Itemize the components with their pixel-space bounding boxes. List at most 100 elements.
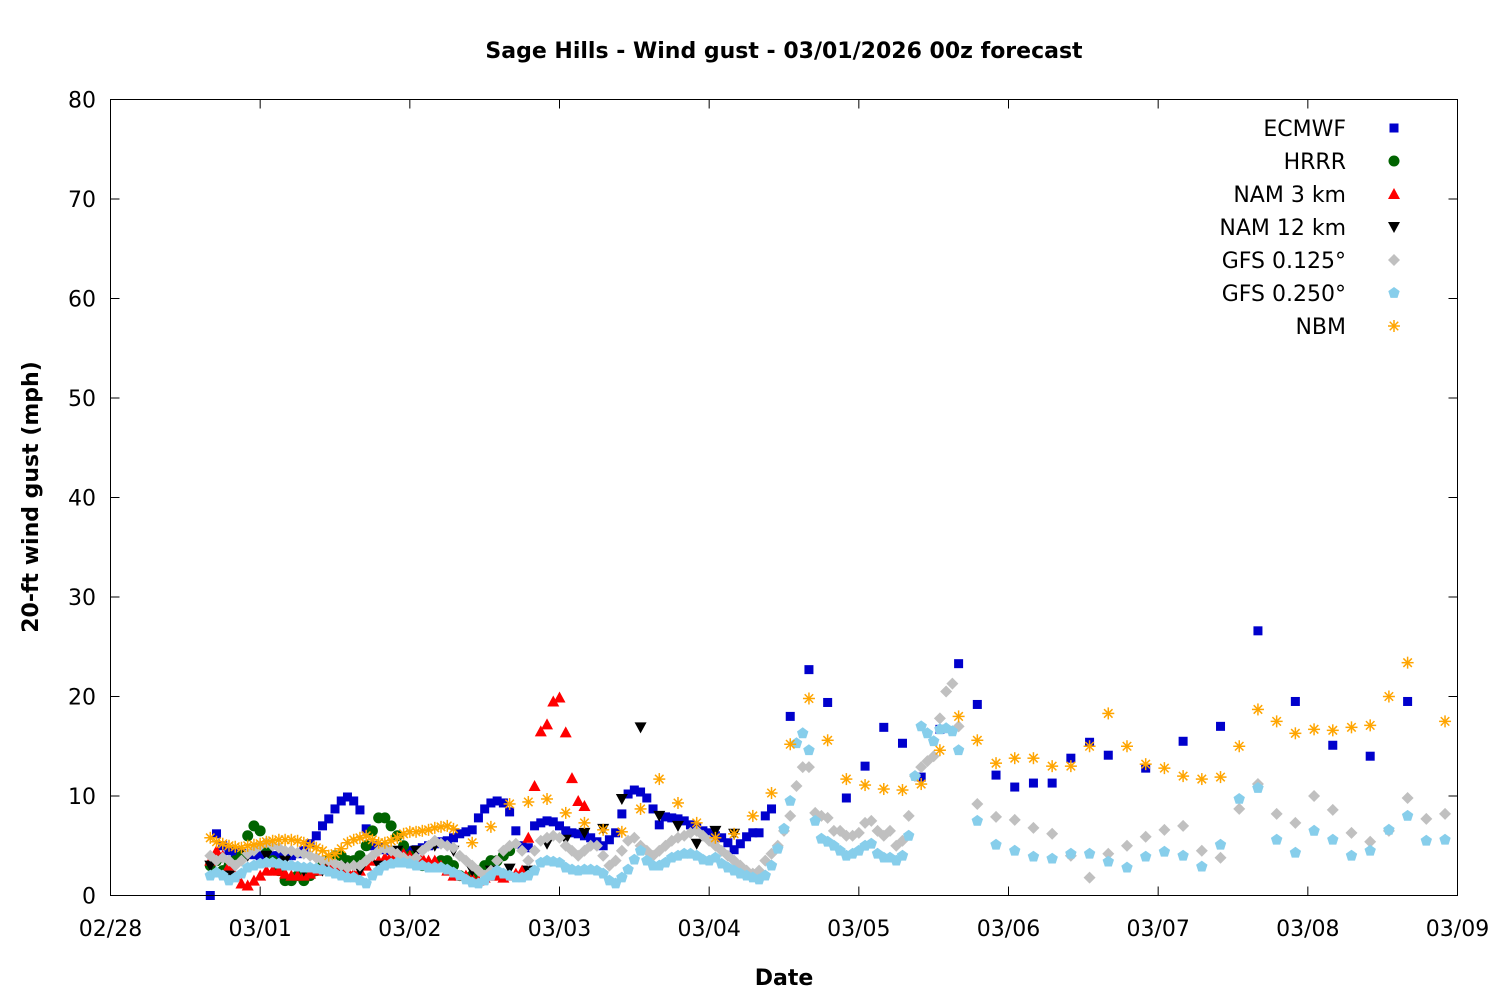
data-point-nam-3-km <box>553 691 566 703</box>
asterisk-stroke <box>1103 708 1114 719</box>
data-point-nbm <box>422 823 435 836</box>
data-point-nbm <box>877 783 890 796</box>
asterisk-stroke <box>299 837 309 848</box>
data-point-ecmwf <box>704 828 714 838</box>
data-point-gfs-0-250 <box>1121 861 1133 873</box>
data-point-gfs-0-125 <box>528 844 541 857</box>
data-point-gfs-0-125 <box>447 841 460 854</box>
data-point-hrrr <box>385 820 397 832</box>
asterisk-stroke <box>991 758 1001 768</box>
data-point-nbm <box>1008 752 1021 765</box>
data-point-nam-12-km <box>671 820 684 832</box>
y-tick-label: 70 <box>68 188 96 213</box>
asterisk-stroke <box>504 799 515 809</box>
data-point-ecmwf <box>1365 751 1375 761</box>
data-point-gfs-0-125 <box>940 685 953 698</box>
data-point-ecmwf <box>648 804 658 814</box>
y-tick-label: 30 <box>68 586 96 611</box>
data-point-ecmwf <box>212 829 222 839</box>
data-point-ecmwf <box>673 814 683 824</box>
data-point-gfs-0-250 <box>809 814 821 826</box>
legend-marker-nam-12-km <box>1388 222 1400 233</box>
data-point-gfs-0-250 <box>628 853 640 865</box>
data-point-nbm <box>1326 724 1339 737</box>
data-point-nbm <box>896 784 909 797</box>
x-tick-label: 03/09 <box>1426 917 1489 942</box>
asterisk-stroke <box>1402 657 1413 668</box>
data-point-ecmwf <box>311 831 321 841</box>
data-point-gfs-0-125 <box>235 854 248 867</box>
asterisk-stroke <box>841 774 852 784</box>
data-point-ecmwf <box>355 805 365 815</box>
data-point-ecmwf <box>567 828 577 838</box>
data-point-gfs-0-125 <box>852 826 865 839</box>
asterisk-stroke <box>411 827 421 837</box>
data-point-gfs-0-125 <box>1345 826 1358 839</box>
data-point-ecmwf <box>1010 782 1020 792</box>
data-point-nbm <box>1401 656 1414 669</box>
legend-marker-gfs-0-250 <box>1388 287 1400 298</box>
data-point-gfs-0-125 <box>840 829 853 842</box>
legend-label-nam-12-km: NAM 12 km <box>1219 216 1346 241</box>
data-point-ecmwf <box>1253 626 1263 636</box>
x-tick-label: 03/03 <box>528 917 591 942</box>
y-axis: 0 10 20 30 40 50 60 70 80 <box>68 89 1458 910</box>
asterisk-stroke <box>217 838 228 849</box>
data-point-ecmwf <box>530 821 540 831</box>
data-point-ecmwf <box>1103 750 1113 760</box>
data-point-ecmwf <box>536 818 546 828</box>
y-tick-label: 20 <box>68 686 96 711</box>
data-point-ecmwf <box>661 812 671 822</box>
asterisk-stroke <box>1178 771 1188 781</box>
data-point-gfs-0-125 <box>821 811 834 824</box>
x-tick-label: 02/28 <box>79 917 142 942</box>
asterisk-stroke <box>292 836 303 846</box>
data-point-nbm <box>360 829 373 842</box>
data-point-ecmwf <box>604 835 614 845</box>
asterisk-stroke <box>205 833 216 843</box>
data-point-gfs-0-125 <box>516 844 529 857</box>
data-point-nam-3-km <box>534 725 547 737</box>
y-tick-label: 10 <box>68 785 96 810</box>
data-point-gfs-0-250 <box>928 735 940 747</box>
asterisk-stroke <box>822 735 833 746</box>
data-point-ecmwf <box>586 833 596 843</box>
asterisk-stroke <box>1122 741 1132 752</box>
data-point-ecmwf <box>860 761 870 771</box>
data-point-nbm <box>784 738 797 751</box>
legend-label-hrrr: HRRR <box>1284 150 1346 175</box>
data-point-gfs-0-125 <box>915 761 928 774</box>
data-point-ecmwf <box>841 793 851 803</box>
data-point-gfs-0-250 <box>921 727 934 739</box>
asterisk-stroke <box>1440 716 1450 727</box>
data-point-gfs-0-125 <box>609 854 622 867</box>
data-point-nbm <box>802 692 815 705</box>
asterisk-stroke <box>766 788 777 798</box>
asterisk-stroke <box>1047 761 1057 771</box>
x-tick-label: 03/05 <box>827 917 890 942</box>
data-point-gfs-0-125 <box>1308 790 1321 802</box>
data-point-nbm <box>990 757 1003 770</box>
data-point-nbm <box>765 787 778 800</box>
y-tick-label: 50 <box>68 387 96 412</box>
data-point-ecmwf <box>342 792 352 802</box>
asterisk-stroke <box>1309 724 1319 735</box>
data-point-nbm <box>1064 760 1077 773</box>
data-point-gfs-0-250 <box>1308 824 1320 836</box>
legend-label-nam-3-km: NAM 3 km <box>1233 183 1346 208</box>
data-point-nbm <box>1439 715 1452 728</box>
data-point-gfs-0-250 <box>1420 834 1432 846</box>
data-point-nbm <box>391 831 404 844</box>
x-tick-label: 03/08 <box>1276 917 1339 942</box>
data-point-gfs-0-250 <box>1345 849 1358 861</box>
asterisk-stroke <box>486 822 496 832</box>
legend-label-ecmwf: ECMWF <box>1263 117 1346 142</box>
asterisk-stroke <box>916 779 926 789</box>
data-point-gfs-0-125 <box>971 797 984 810</box>
asterisk-stroke <box>710 833 721 843</box>
x-tick-label: 03/07 <box>1126 917 1189 942</box>
data-point-ecmwf <box>729 845 739 855</box>
data-point-gfs-0-250 <box>634 844 647 856</box>
asterisk-stroke <box>748 811 758 821</box>
asterisk-stroke <box>330 848 340 859</box>
